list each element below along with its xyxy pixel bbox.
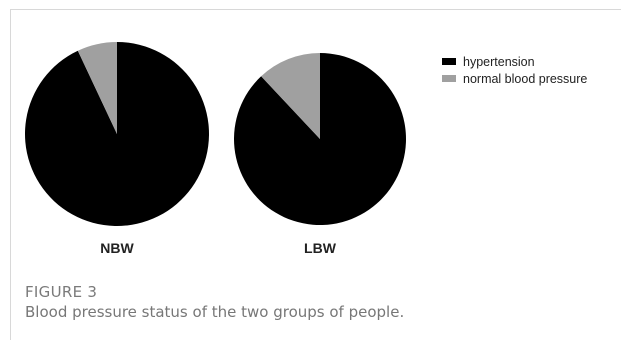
legend-label-normal-blood-pressure: normal blood pressure [463,72,587,86]
legend: hypertension normal blood pressure [442,55,587,86]
pie-slice-nbw-normal-blood-pressure [77,42,117,134]
pie-slice-nbw-hypertension [24,42,209,227]
pie-slice-lbw-normal-blood-pressure [261,53,320,139]
pie-charts: NBW LBW hypertension normal blood pressu… [24,42,587,256]
pie-chart-nbw [24,42,209,227]
pie-title-lbw: LBW [304,240,337,256]
figure-frame-top [10,9,621,10]
legend-swatch-hypertension [442,58,456,65]
figure-caption: Blood pressure status of the two groups … [25,303,405,321]
pie-chart-lbw [233,53,406,225]
pie-title-nbw: NBW [100,240,134,256]
figure-label: FIGURE 3 [25,283,98,301]
pie-slice-lbw-hypertension [233,53,406,225]
legend-label-hypertension: hypertension [463,55,535,69]
figure-frame-left [10,9,11,340]
legend-swatch-normal-blood-pressure [442,75,456,82]
